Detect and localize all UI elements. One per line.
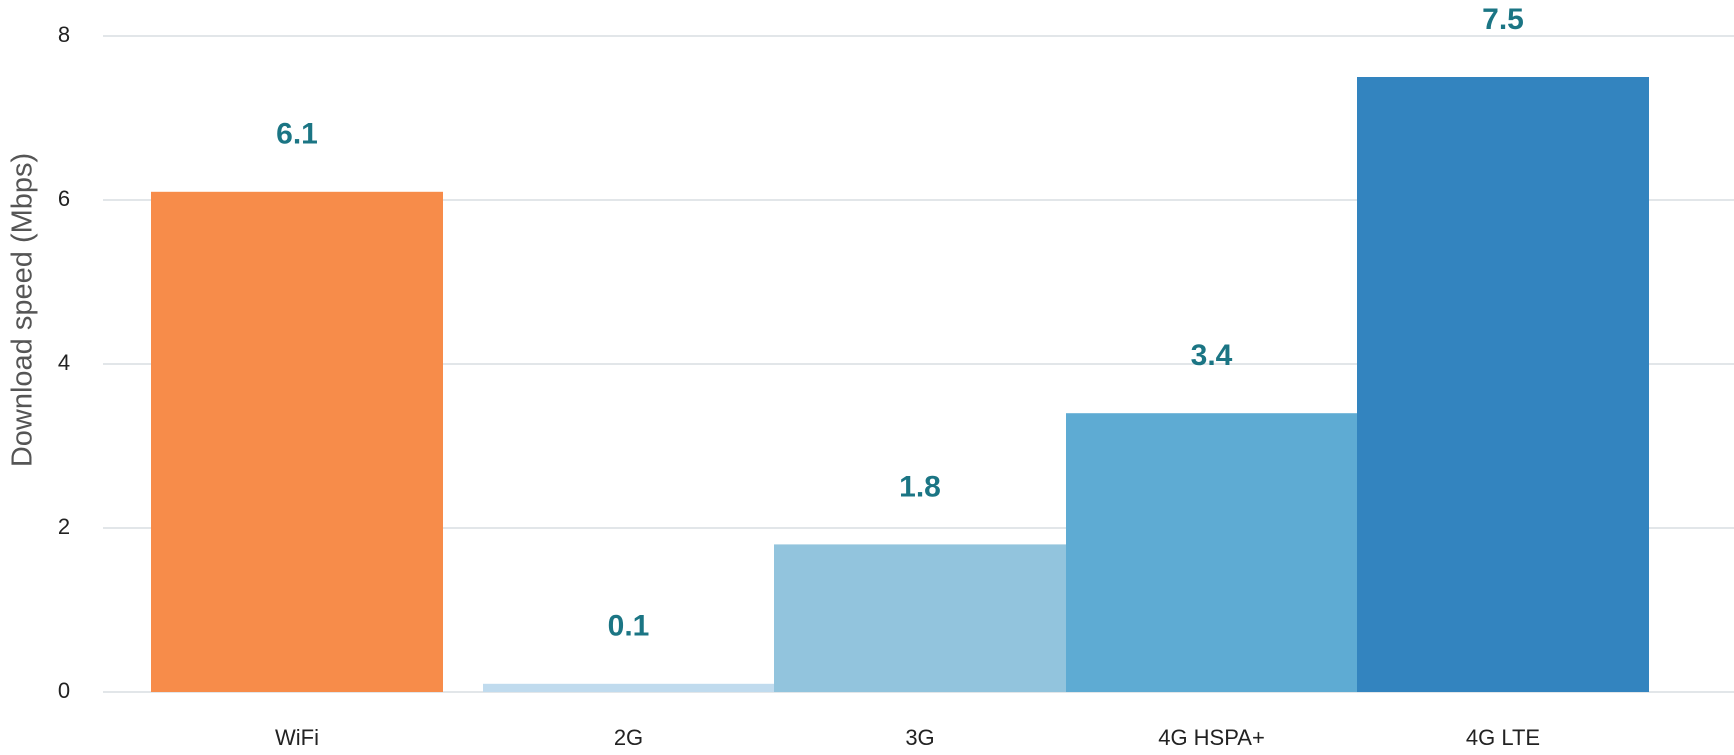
value-label: 3.4	[1191, 339, 1233, 372]
y-tick-label: 0	[58, 678, 70, 703]
x-tick-label: 3G	[905, 725, 934, 750]
value-label: 1.8	[899, 470, 941, 503]
y-axis-label: Download speed (Mbps)	[7, 153, 39, 467]
value-label: 0.1	[608, 610, 650, 643]
y-tick-label: 6	[58, 186, 70, 211]
bar	[774, 544, 1066, 692]
y-tick-label: 4	[58, 350, 70, 375]
bar	[483, 683, 774, 692]
x-tick-label: WiFi	[275, 725, 319, 750]
x-tick-label: 2G	[614, 725, 643, 750]
bar	[1066, 413, 1357, 692]
value-label: 6.1	[276, 118, 318, 151]
x-tick-label: 4G HSPA+	[1158, 725, 1265, 750]
value-label: 7.5	[1482, 3, 1524, 36]
y-tick-label: 8	[58, 22, 70, 47]
bar	[1357, 77, 1649, 692]
y-tick-label: 2	[58, 514, 70, 539]
x-tick-label: 4G LTE	[1466, 725, 1540, 750]
bar	[151, 191, 443, 693]
